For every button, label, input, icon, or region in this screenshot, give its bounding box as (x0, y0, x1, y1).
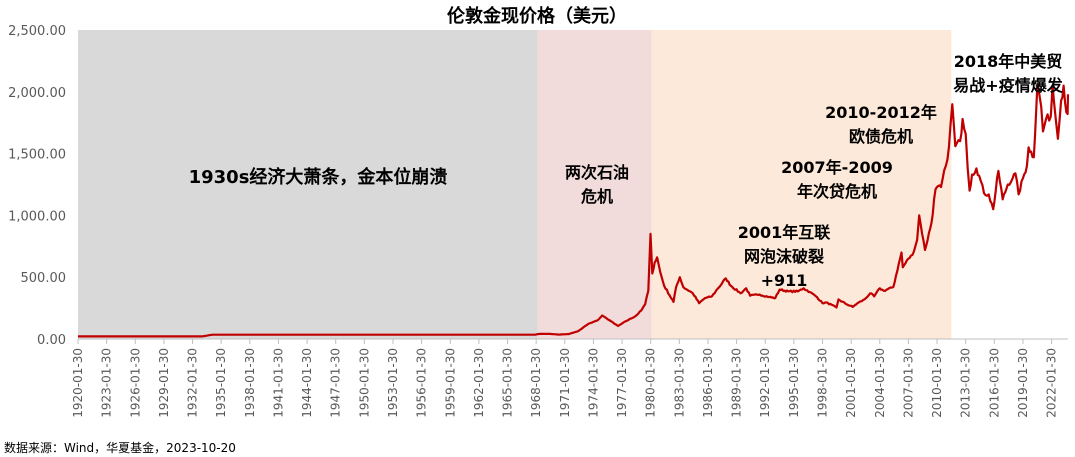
annotation-subprime: 2007年-2009 (781, 158, 893, 177)
x-tick-label: 1977-01-30 (615, 348, 629, 418)
x-tick-label: 1932-01-30 (186, 348, 200, 418)
y-tick-label: 0.00 (37, 333, 66, 348)
annotation-dotcom: 2001年互联 (738, 223, 831, 242)
y-tick-label: 1,000.00 (8, 209, 66, 224)
shaded-region-0 (78, 30, 538, 339)
source-note: 数据来源：Wind，华夏基金，2023-10-20 (4, 440, 236, 455)
x-tick-label: 1953-01-30 (386, 348, 400, 418)
x-axis: 1920-01-30 1923-01-30 1926-01-30 1929-01-30… (71, 338, 1068, 418)
x-tick-label: 1935-01-30 (214, 348, 228, 418)
x-tick-label: 1998-01-30 (816, 348, 830, 418)
annotation-trade: 2018年中美贸 (954, 52, 1063, 71)
y-tick-label: 1,500.00 (8, 148, 66, 163)
x-tick-label: 2004-01-30 (873, 348, 887, 418)
x-tick-label: 1992-01-30 (758, 348, 772, 418)
x-tick-label: 1995-01-30 (787, 348, 801, 418)
x-tick-label: 1968-01-30 (529, 348, 543, 418)
y-tick-label: 500.00 (21, 271, 67, 286)
y-axis: 0.00 500.00 1,000.00 1,500.00 2,000.00 2,500.… (8, 24, 66, 348)
x-tick-label: 1962-01-30 (472, 348, 486, 418)
x-tick-label: 2007-01-30 (901, 348, 915, 418)
x-tick-label: 1938-01-30 (243, 348, 257, 418)
shaded-region-2 (651, 30, 952, 339)
x-tick-label: 1983-01-30 (672, 348, 686, 418)
x-tick-label: 1971-01-30 (558, 348, 572, 418)
x-tick-label: 1986-01-30 (701, 348, 715, 418)
x-tick-label: 1929-01-30 (157, 348, 171, 418)
annotation-oil: 危机 (581, 187, 613, 206)
series-gold-price (78, 83, 1070, 338)
annotation-dotcom: +911 (761, 271, 808, 290)
x-tick-label: 2016-01-30 (987, 348, 1001, 418)
y-tick-label: 2,000.00 (8, 86, 66, 101)
x-tick-label: 1950-01-30 (357, 348, 371, 418)
x-tick-label: 1965-01-30 (501, 348, 515, 418)
x-tick-label: 1980-01-30 (644, 348, 658, 418)
x-tick-label: 2010-01-30 (930, 348, 944, 418)
annotation-subprime: 年次贷危机 (797, 182, 877, 201)
annotation-oil: 两次石油 (565, 163, 629, 182)
series-line-0 (78, 83, 1070, 338)
x-tick-label: 1989-01-30 (730, 348, 744, 418)
x-tick-label: 2013-01-30 (959, 348, 973, 418)
x-tick-label: 1956-01-30 (415, 348, 429, 418)
chart-title: 伦敦金现价格（美元） (447, 5, 627, 27)
x-tick-label: 1947-01-30 (329, 348, 343, 418)
x-tick-label: 1926-01-30 (128, 348, 142, 418)
x-tick-label: 2022-01-30 (1045, 348, 1059, 418)
annotation-euro: 2010-2012年 (825, 103, 937, 122)
shaded-regions (78, 30, 952, 339)
shaded-region-1 (537, 30, 652, 339)
annotation-euro: 欧债危机 (849, 127, 913, 146)
annotation-dotcom: 网泡沫破裂 (744, 247, 824, 266)
annotation-trade: 易战+疫情爆发 (953, 76, 1063, 95)
x-tick-label: 1944-01-30 (300, 348, 314, 418)
x-tick-label: 2019-01-30 (1016, 348, 1030, 418)
x-tick-label: 1941-01-30 (271, 348, 285, 418)
x-tick-label: 1974-01-30 (586, 348, 600, 418)
annotation-depression: 1930s经济大萧条，金本位崩溃 (189, 166, 448, 188)
x-tick-label: 1923-01-30 (100, 348, 114, 418)
x-tick-label: 2001-01-30 (844, 348, 858, 418)
y-tick-label: 2,500.00 (8, 24, 66, 39)
x-tick-label: 1959-01-30 (443, 348, 457, 418)
x-tick-label: 1920-01-30 (71, 348, 85, 418)
